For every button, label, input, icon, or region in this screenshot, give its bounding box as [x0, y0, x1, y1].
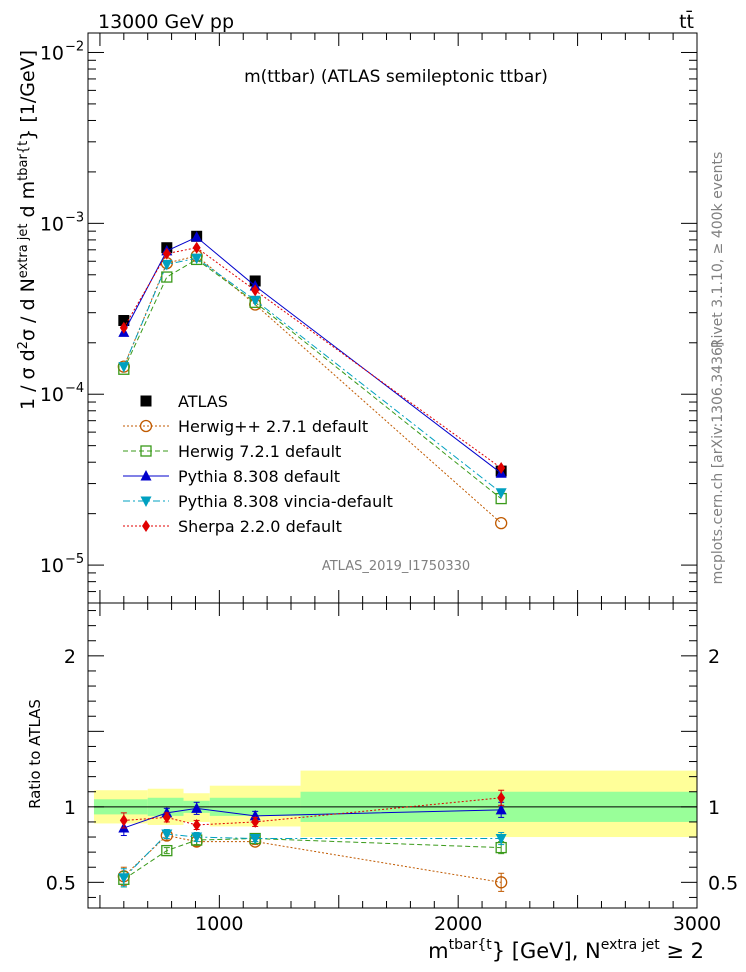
data-point [251, 284, 260, 297]
ratio-data-point [161, 844, 173, 857]
rivet-label: Rivet 3.1.10, ≥ 400k events [710, 152, 726, 349]
ratio-series-3 [118, 828, 507, 888]
ratio-y-tick-label-right: 2 [708, 646, 720, 668]
data-point [119, 321, 128, 334]
y-tick-label: 10 [40, 384, 64, 406]
legend-label: Herwig 7.2.1 default [178, 442, 341, 461]
ratio-data-point [191, 802, 203, 813]
series-line [123, 258, 502, 499]
data-point [118, 315, 130, 327]
data-point [191, 253, 203, 265]
series-5 [119, 241, 506, 475]
data-point [495, 516, 508, 530]
ratio-series-0 [117, 829, 508, 892]
ratio-data-point [191, 832, 203, 844]
legend-marker [140, 496, 152, 507]
main-panel: 10−510−410−310−2 [40, 32, 698, 604]
data-point [495, 488, 507, 499]
ratio-y-axis-label: Ratio to ATLAS [26, 699, 44, 809]
series-0 [118, 230, 507, 477]
ratio-data-point [192, 818, 201, 831]
series-line [123, 255, 502, 524]
legend-label: ATLAS [178, 392, 228, 411]
ratio-data-point [161, 829, 173, 841]
legend-marker [140, 445, 152, 457]
main-y-axis-label: 1 / σ d2σ / d Nextra jet d mtbar{t} [1/G… [16, 50, 39, 410]
analysis-id: ATLAS_2019_I1750330 [322, 559, 470, 574]
ratio-y-tick-label-right: 1 [708, 797, 720, 819]
ratio-data-point [118, 873, 130, 884]
legend-entry: ATLAS [140, 392, 228, 411]
ratio-y-tick-label: 0.5 [46, 872, 76, 894]
legend-marker [139, 419, 153, 433]
ratio-data-point [119, 814, 128, 827]
ratio-y-tick-label-right: 0.5 [708, 872, 738, 894]
data-point [191, 231, 203, 242]
ratio-frame [87, 602, 698, 909]
data-point [161, 271, 173, 283]
series-line [123, 236, 502, 474]
series-1 [117, 249, 508, 530]
data-point [249, 295, 261, 307]
ratio-data-point [495, 803, 507, 815]
x-tick-label: 2000 [434, 913, 482, 935]
legend-label: Herwig++ 2.7.1 default [178, 417, 368, 436]
ratio-data-point [251, 815, 260, 828]
y-tick-label-exponent: −4 [65, 381, 84, 396]
mcplots-label: mcplots.cern.ch [arXiv:1306.3436] [710, 342, 726, 585]
legend-entry: Pythia 8.308 vincia-default [123, 492, 393, 511]
ratio-series-4 [119, 789, 506, 831]
plot-title: m(ttbar) (ATLAS semileptonic ttbar) [244, 67, 548, 87]
legend-entry: Pythia 8.308 default [123, 467, 340, 486]
x-tick-label: 1000 [195, 913, 243, 935]
y-tick-label-exponent: −2 [65, 39, 84, 54]
ratio-series-line [123, 833, 502, 879]
y-tick-label-exponent: −5 [65, 552, 84, 567]
series-4 [118, 253, 507, 499]
header-right: tt̄ [679, 9, 694, 33]
ratio-data-point [495, 834, 507, 845]
ratio-data-point [497, 791, 506, 804]
series-3 [118, 231, 507, 478]
header-left: 13000 GeV pp [98, 11, 234, 33]
x-axis-label: mtbar{t} [GeV], Nextra jet ≥ 2 [428, 937, 704, 963]
ratio-y-tick-label: 2 [64, 646, 76, 668]
legend-marker [140, 470, 152, 481]
data-point [118, 362, 130, 373]
data-point [192, 241, 201, 254]
ratio-data-point [249, 834, 261, 845]
data-point [497, 462, 506, 475]
legend: ATLAS Herwig++ 2.7.1 default Herwig 7.2.1 … [123, 392, 393, 536]
ratio-y-tick-label: 1 [64, 797, 76, 819]
y-tick-label: 10 [40, 42, 64, 64]
ratio-data-point [162, 811, 171, 824]
ratio-data-point [495, 876, 508, 889]
legend-label: Sherpa 2.2.0 default [178, 517, 342, 536]
ratio-panel: 0.5 0.5 1 1 2 2 1000 2000 3000 [46, 602, 738, 935]
y-tick-label: 10 [40, 555, 64, 577]
ratio-series-1 [118, 832, 507, 888]
y-tick-label-exponent: −3 [65, 210, 84, 225]
x-tick-label: 3000 [673, 913, 721, 935]
ratio-series-line [123, 834, 502, 883]
legend-entry: Sherpa 2.2.0 default [123, 517, 342, 536]
legend-marker [142, 520, 150, 532]
legend-entry: Herwig++ 2.7.1 default [123, 417, 368, 436]
legend-label: Pythia 8.308 vincia-default [178, 492, 393, 511]
y-tick-label: 10 [40, 213, 64, 235]
legend-entry: Herwig 7.2.1 default [123, 442, 341, 461]
legend-marker [140, 395, 152, 407]
data-point [161, 259, 173, 271]
legend-label: Pythia 8.308 default [178, 467, 340, 486]
data-point [162, 247, 171, 260]
